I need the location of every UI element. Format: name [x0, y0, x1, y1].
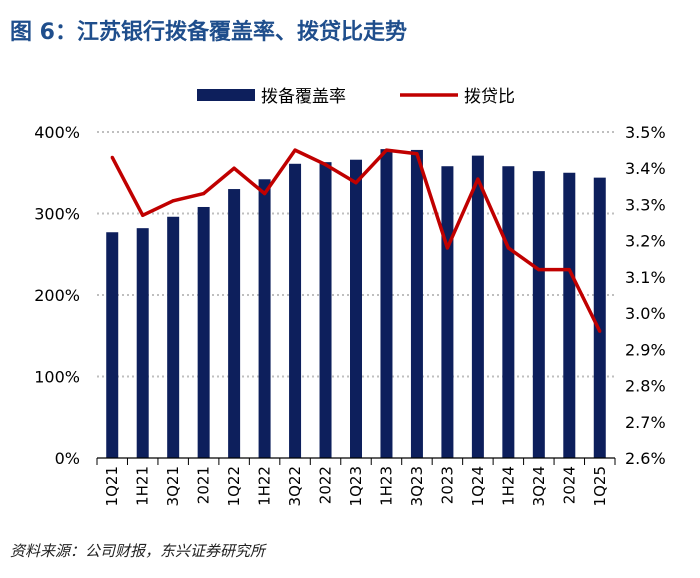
right-tick-label: 3.1%: [625, 268, 666, 287]
bar: [350, 159, 362, 458]
line-point: [202, 191, 206, 196]
right-tick-label: 2.7%: [625, 413, 666, 432]
line-point: [354, 181, 358, 185]
right-tick-label: 2.6%: [625, 449, 666, 468]
left-tick-label: 100%: [34, 368, 80, 387]
line-point: [476, 177, 480, 181]
x-axis-ticks: 1Q21 1H21 3Q21 2021 1Q22 1H22 3Q22 2022 1Q23 1H23…: [103, 466, 609, 506]
line-point: [415, 152, 419, 156]
x-tick-label: 1H21: [134, 466, 152, 506]
legend-bar-swatch: [197, 89, 255, 101]
bar: [471, 155, 484, 458]
right-tick-label: 3.2%: [625, 232, 666, 251]
x-tick-label: 3Q22: [286, 466, 304, 506]
bar: [258, 179, 271, 458]
left-tick-label: 300%: [34, 205, 80, 224]
left-tick-label: 0%: [55, 449, 80, 468]
bar: [289, 163, 302, 458]
bar: [106, 232, 119, 458]
x-tick-label: 2021: [195, 466, 213, 504]
left-tick-label: 200%: [34, 286, 80, 305]
x-tick-label: 1H23: [377, 466, 395, 506]
line-point: [537, 268, 541, 272]
bar: [532, 171, 545, 458]
line-point: [141, 213, 145, 217]
line-point: [567, 268, 571, 272]
bar: [502, 166, 515, 459]
line-point: [293, 148, 297, 152]
line-point: [262, 191, 267, 196]
source-note: 资料来源：公司财报，东兴证券研究所: [10, 542, 266, 560]
line-point: [232, 166, 236, 170]
bar: [410, 149, 423, 458]
bar-series: [106, 149, 606, 459]
x-tick-label: 1Q23: [347, 466, 365, 506]
legend-line-label: 拨贷比: [464, 87, 515, 107]
line-point: [506, 246, 510, 250]
line-point: [171, 199, 175, 203]
x-tick-label: 1H22: [256, 466, 274, 506]
right-tick-label: 3.5%: [625, 123, 666, 142]
axes: [96, 457, 616, 465]
right-tick-label: 3.3%: [625, 195, 666, 214]
x-tick-label: 3Q24: [530, 466, 548, 506]
right-tick-label: 3.4%: [625, 159, 666, 178]
x-tick-label: 1Q21: [103, 466, 121, 506]
bar: [563, 172, 576, 458]
right-tick-label: 3.0%: [625, 304, 666, 323]
legend: 拨备覆盖率 拨贷比: [197, 87, 515, 107]
bar: [136, 228, 149, 458]
line-point: [323, 163, 328, 167]
x-tick-label: 3Q23: [408, 466, 426, 506]
legend-bar-label: 拨备覆盖率: [261, 87, 346, 107]
gridlines: [97, 131, 615, 378]
x-tick-label: 2024: [560, 466, 578, 504]
left-axis-ticks: 0% 100% 200% 300% 400%: [34, 123, 80, 468]
x-tick-label: 1H24: [499, 466, 517, 506]
x-tick-label: 2022: [317, 466, 335, 504]
x-tick-label: 1Q25: [591, 466, 609, 506]
line-point: [384, 148, 389, 152]
bar: [167, 216, 180, 458]
right-tick-label: 2.9%: [625, 340, 666, 359]
bar: [593, 177, 606, 458]
left-tick-label: 400%: [34, 123, 80, 142]
bar: [197, 206, 210, 458]
chart-title: 图 6：江苏银行拨备覆盖率、拨贷比走势: [10, 20, 407, 45]
x-tick-label: 2023: [438, 466, 456, 504]
bar: [380, 149, 393, 459]
x-tick-label: 1Q24: [469, 466, 487, 506]
bar: [228, 189, 241, 459]
right-tick-label: 2.8%: [625, 377, 666, 396]
line-point: [110, 155, 114, 159]
right-axis-ticks: 2.6% 2.7% 2.8% 2.9% 3.0% 3.1% 3.2% 3.3% 3.4% 3.5%: [625, 123, 666, 468]
line-point: [598, 329, 602, 333]
bar: [319, 162, 332, 458]
line-series: [110, 148, 602, 333]
line-point: [445, 246, 450, 250]
x-tick-label: 1Q22: [225, 466, 243, 506]
bar: [441, 166, 454, 459]
x-tick-label: 3Q21: [164, 466, 182, 506]
